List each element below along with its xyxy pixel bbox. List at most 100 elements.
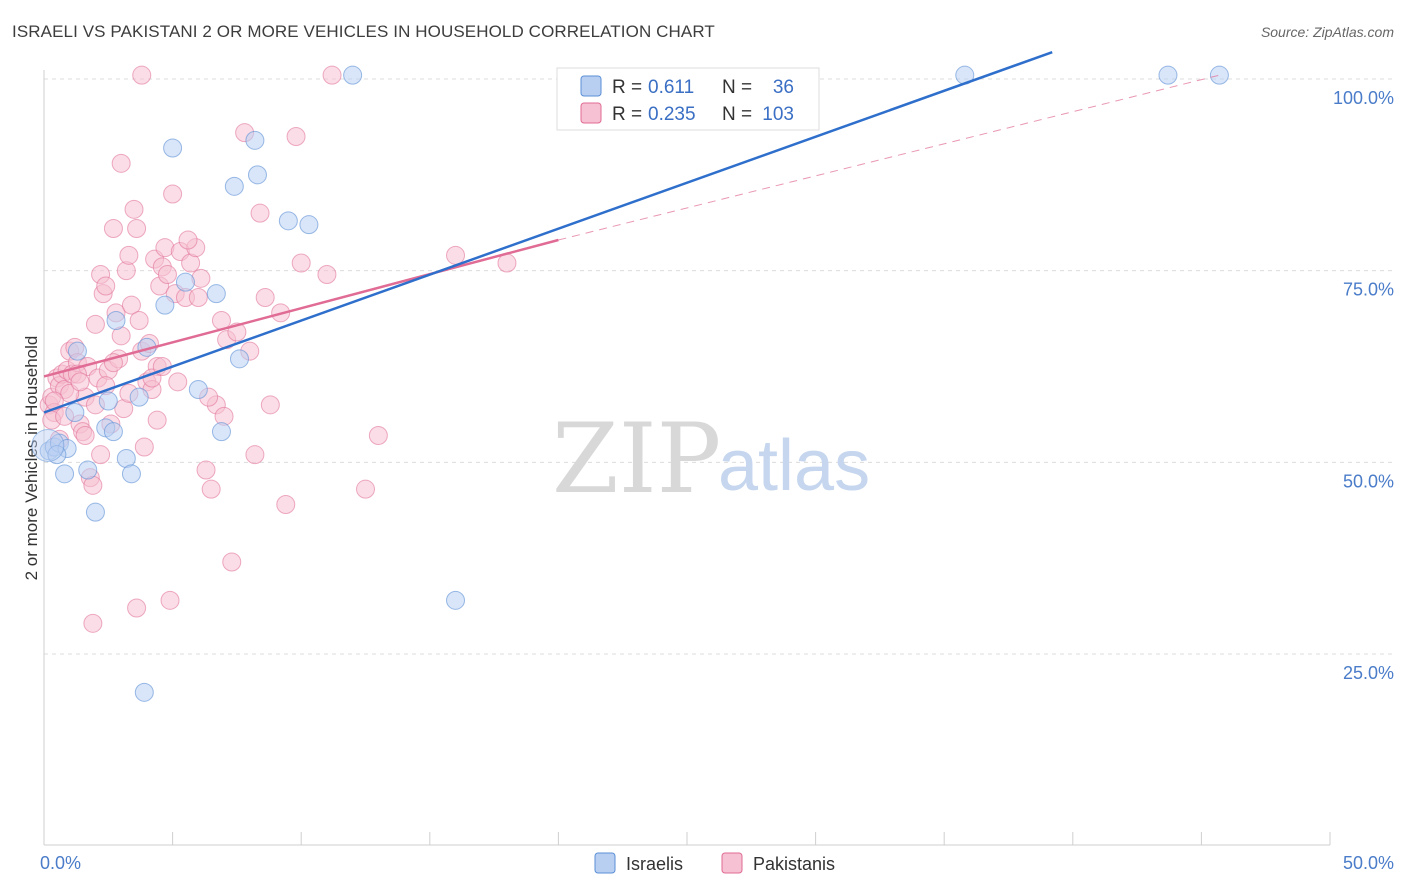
pakistanis-point bbox=[129, 311, 149, 330]
israelis-point bbox=[229, 349, 249, 369]
y-tick-label-25: 25.0% bbox=[1343, 663, 1394, 683]
israelis-point bbox=[245, 130, 265, 150]
pakistanis-point bbox=[70, 372, 90, 392]
y-tick-label-50: 50.0% bbox=[1343, 471, 1394, 491]
bottom-legend: Israelis Pakistanis bbox=[594, 852, 835, 874]
chart-title: ISRAELI VS PAKISTANI 2 OR MORE VEHICLES … bbox=[12, 22, 715, 41]
watermark: ZIP atlas bbox=[552, 403, 870, 515]
pakistanis-point bbox=[96, 276, 116, 296]
pakistanis-trend-line bbox=[43, 238, 559, 378]
pakistanis-point bbox=[260, 395, 280, 415]
legend-swatch-israelis bbox=[580, 75, 602, 97]
legend-pakistanis-n-value: 103 bbox=[762, 104, 794, 125]
legend-israelis-n-value: 36 bbox=[773, 77, 794, 98]
israelis-point bbox=[211, 422, 231, 442]
israelis-point bbox=[106, 311, 126, 330]
legend-pakistanis-r-label: R = bbox=[612, 104, 642, 125]
pakistanis-point bbox=[188, 288, 208, 307]
israelis-point bbox=[129, 387, 149, 407]
pakistanis-point bbox=[121, 295, 141, 315]
pakistanis-point bbox=[356, 479, 375, 499]
israelis-point bbox=[47, 445, 67, 465]
legend-pakistanis-r-value: 0.235 bbox=[648, 104, 696, 125]
legend-israelis-r-label: R = bbox=[612, 77, 642, 98]
pakistanis-point bbox=[446, 245, 466, 265]
pakistanis-point bbox=[291, 253, 311, 273]
pakistanis-point bbox=[222, 552, 242, 572]
pakistanis-points bbox=[39, 65, 517, 633]
bottom-legend-pakistanis: Pakistanis bbox=[753, 854, 835, 874]
bottom-legend-israelis: Israelis bbox=[626, 854, 683, 874]
israelis-point bbox=[1209, 65, 1229, 85]
legend-israelis-n-label: N = bbox=[722, 77, 752, 98]
israelis-point bbox=[134, 682, 154, 702]
israelis-point bbox=[65, 403, 85, 422]
pakistanis-point bbox=[132, 65, 152, 85]
israelis-point bbox=[67, 341, 87, 361]
pakistanis-point bbox=[147, 410, 167, 430]
israelis-point bbox=[224, 176, 244, 196]
pakistanis-point bbox=[163, 184, 183, 204]
x-tick-label-min: 0.0% bbox=[40, 853, 81, 873]
pakistanis-point bbox=[497, 253, 517, 273]
israelis-point bbox=[163, 138, 183, 158]
pakistanis-point bbox=[75, 426, 95, 445]
bottom-legend-swatch-israelis bbox=[594, 852, 616, 874]
y-axis-label: 2 or more Vehicles in Household bbox=[22, 336, 41, 581]
israelis-point bbox=[343, 65, 363, 85]
bottom-legend-swatch-pakistanis bbox=[721, 852, 743, 874]
pakistanis-point bbox=[127, 598, 147, 618]
pakistanis-point bbox=[91, 445, 111, 465]
source-credit: Source: ZipAtlas.com bbox=[1260, 24, 1394, 40]
israelis-point bbox=[206, 284, 226, 304]
watermark-zip: ZIP bbox=[552, 403, 721, 515]
israelis-point bbox=[78, 460, 98, 480]
israelis-point bbox=[103, 422, 123, 442]
pakistanis-point bbox=[85, 314, 105, 334]
pakistanis-point bbox=[196, 460, 216, 480]
pakistanis-point bbox=[255, 288, 275, 307]
watermark-atlas: atlas bbox=[718, 426, 870, 506]
israelis-point bbox=[299, 215, 319, 235]
israelis-point bbox=[175, 272, 195, 292]
legend-israelis-r-value: 0.611 bbox=[648, 77, 694, 98]
israelis-point bbox=[155, 295, 175, 315]
x-ticks bbox=[43, 832, 1331, 845]
legend-swatch-pakistanis bbox=[580, 102, 602, 124]
israelis-point bbox=[121, 464, 141, 484]
pakistanis-point bbox=[127, 219, 147, 238]
israelis-point bbox=[85, 502, 105, 522]
y-tick-label-100: 100.0% bbox=[1333, 88, 1394, 108]
pakistanis-trend-extension bbox=[558, 74, 1220, 241]
israelis-trend-line bbox=[43, 50, 1053, 414]
x-tick-label-max: 50.0% bbox=[1343, 853, 1394, 873]
israelis-point-cluster bbox=[31, 428, 65, 462]
pakistanis-point bbox=[160, 590, 180, 610]
israelis-point bbox=[55, 464, 75, 484]
pakistanis-point bbox=[119, 245, 139, 265]
pakistanis-point bbox=[317, 265, 337, 284]
israelis-point bbox=[98, 391, 118, 411]
trend-lines bbox=[43, 50, 1220, 414]
pakistanis-point bbox=[245, 445, 265, 465]
pakistanis-point bbox=[368, 426, 388, 445]
pakistanis-point bbox=[103, 219, 123, 238]
israelis-point bbox=[247, 165, 267, 185]
pakistanis-point bbox=[83, 613, 103, 633]
pakistanis-point bbox=[201, 479, 221, 499]
israelis-point bbox=[188, 380, 208, 399]
pakistanis-point bbox=[124, 199, 144, 219]
pakistanis-point bbox=[250, 203, 270, 223]
israelis-point bbox=[446, 590, 466, 610]
pakistanis-point bbox=[322, 65, 342, 85]
y-tick-label-75: 75.0% bbox=[1343, 280, 1394, 300]
israelis-point bbox=[278, 211, 298, 231]
pakistanis-point bbox=[168, 372, 188, 392]
legend-pakistanis-n-label: N = bbox=[722, 104, 752, 125]
israelis-points bbox=[31, 65, 1229, 702]
pakistanis-point bbox=[276, 495, 296, 514]
y-tick-labels: 25.0% 50.0% 75.0% 100.0% bbox=[1333, 88, 1394, 683]
pakistanis-point bbox=[134, 437, 154, 457]
legend: R = 0.611 N = 36 R = 0.235 N = 103 bbox=[556, 67, 820, 131]
